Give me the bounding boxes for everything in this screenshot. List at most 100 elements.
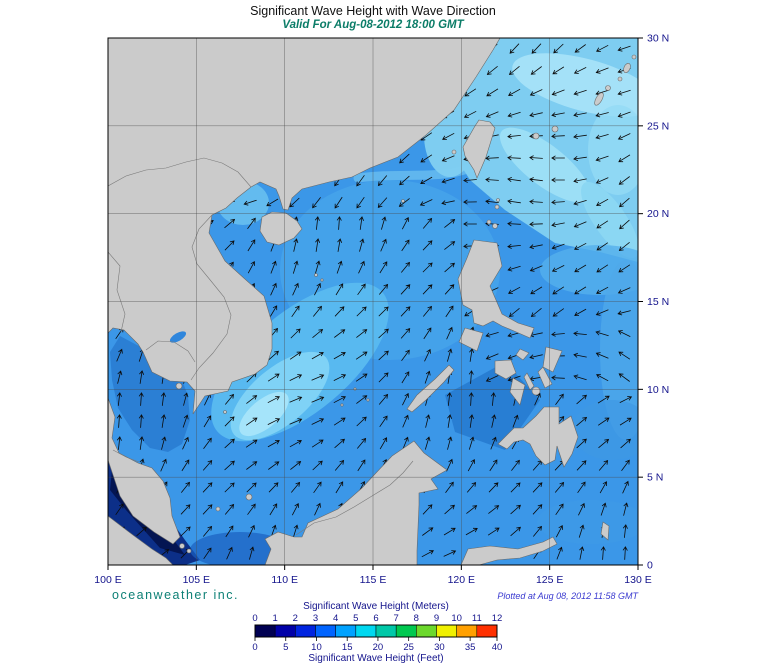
- oceanweather-branding: oceanweather inc.: [112, 588, 239, 602]
- lat-tick-label: 0: [647, 560, 653, 572]
- lon-tick-label: 115 E: [360, 574, 387, 586]
- legend-meters-tick-label: 9: [434, 613, 439, 624]
- border-line: [295, 460, 414, 536]
- legend-color-segment: [335, 624, 357, 638]
- land-pratas-reef: [401, 199, 405, 203]
- lon-tick-label: 100 E: [94, 574, 121, 586]
- legend-meters-label: Significant Wave Height (Meters): [303, 601, 449, 612]
- border-line: [190, 214, 232, 381]
- land-riau-island: [179, 543, 185, 549]
- legend-feet-tick-label: 0: [252, 642, 257, 653]
- land-ryukyu-island: [617, 76, 623, 82]
- border-line: [108, 251, 126, 333]
- lat-tick-label: 15 N: [647, 296, 669, 308]
- lat-tick-label: 25 N: [647, 120, 669, 132]
- lake-tonle-sap: [169, 331, 187, 343]
- land-borneo: [264, 440, 448, 565]
- legend-meters-tick-label: 0: [252, 613, 257, 624]
- land-ryukyu-island: [532, 132, 540, 140]
- border-line: [145, 340, 196, 363]
- legend-color-segment: [274, 624, 296, 638]
- legend-color-segment: [456, 624, 478, 638]
- legend-meters-tick-label: 6: [373, 613, 378, 624]
- grid-layer: [108, 38, 638, 565]
- legend-feet-tick-label: 15: [342, 642, 353, 653]
- legend-color-segment: [436, 624, 457, 638]
- land-babuyan-island: [492, 223, 498, 229]
- legend-colorbar: 0 1 2 3 4 5 6 7 8 9 10 11 120 5 10 15 20 25 30 35 40: [252, 613, 502, 653]
- legend-meters-tick-label: 3: [313, 613, 318, 624]
- lat-tick-label: 10 N: [647, 384, 669, 396]
- ocean-jet-core: [239, 391, 289, 437]
- border-line: [112, 449, 140, 463]
- ocean-streak: [588, 105, 638, 195]
- legend-color-segment: [295, 624, 316, 638]
- chart-title: Significant Wave Height with Wave Direct…: [250, 4, 496, 18]
- ocean-east-patch: [572, 400, 638, 460]
- land-spratly-islet: [366, 398, 370, 402]
- plotted-timestamp: Plotted at Aug 08, 2012 11:58 GMT: [497, 591, 639, 601]
- land-halmahera: [600, 521, 610, 541]
- legend-meters-tick-label: 8: [414, 613, 419, 624]
- legend-color-segment: [355, 624, 377, 638]
- land-amami-island: [623, 62, 631, 74]
- land-con-son-island: [223, 410, 227, 414]
- legend-meters-tick-label: 10: [451, 613, 462, 624]
- ocean-east-strip: [600, 260, 638, 440]
- land-anambas-island: [215, 506, 221, 512]
- legend-feet-tick-label: 30: [434, 642, 445, 653]
- legend-meters-tick-label: 1: [273, 613, 278, 624]
- land-layer: [108, 38, 637, 565]
- legend-color-segment: [476, 624, 498, 638]
- land-masbate: [515, 348, 530, 361]
- legend-colorbar-border: [254, 624, 498, 638]
- legend-feet-tick-label: 25: [403, 642, 414, 653]
- land-natuna-island: [245, 493, 253, 501]
- ocean-celebes-patch: [537, 500, 638, 544]
- ocean-singapore-strait: [190, 532, 290, 565]
- legend-meters-tick-label: 2: [293, 613, 298, 624]
- legend-feet-label: Significant Wave Height (Feet): [308, 653, 443, 664]
- land-sulawesi-arm: [460, 536, 558, 565]
- land-ryukyu-island: [605, 85, 611, 91]
- lat-tick-label: 20 N: [647, 208, 669, 220]
- ocean-streak: [499, 127, 591, 203]
- lat-tick-label: 5 N: [647, 472, 663, 484]
- lon-tick-label: 120 E: [448, 574, 475, 586]
- legend-meters-tick-label: 11: [472, 613, 482, 624]
- legend-color-segment: [254, 624, 276, 638]
- land-paracel-islet: [320, 278, 324, 282]
- legend-meters-tick-label: 7: [394, 613, 399, 624]
- border-line: [108, 157, 252, 188]
- ocean-streak: [512, 53, 638, 117]
- land-samar: [542, 346, 563, 373]
- land-cebu: [523, 372, 535, 391]
- land-mindanao: [497, 406, 579, 468]
- lon-tick-label: 125 E: [536, 574, 563, 586]
- land-phu-quoc-island: [175, 382, 183, 390]
- land-palawan: [406, 364, 455, 413]
- ocean-streak: [581, 182, 638, 258]
- legend-feet-tick-label: 40: [492, 642, 503, 653]
- country-borders-layer: [108, 157, 414, 536]
- legend-color-segment: [315, 624, 336, 638]
- land-paracel-islet: [314, 273, 318, 277]
- land-negros: [509, 377, 526, 406]
- lat-tick-label: 30 N: [647, 33, 669, 45]
- land-hainan: [259, 211, 303, 246]
- land-batanes-island: [496, 198, 500, 202]
- land-luzon: [457, 239, 535, 339]
- lon-tick-label: 130 E: [624, 574, 651, 586]
- land-leyte: [537, 366, 553, 389]
- land-mainland-asia: [108, 38, 501, 415]
- axis-labels-layer: 100 E 105 E 110 E 115 E 120 E 125 E 130 E 0 5 N 1…: [94, 33, 669, 587]
- land-mindoro: [458, 327, 484, 352]
- land-ryukyu-island: [631, 54, 637, 60]
- land-bohol: [531, 386, 541, 396]
- land-spratly-islet: [340, 403, 344, 407]
- legend-meters-tick-label: 12: [492, 613, 503, 624]
- legend-color-segment: [395, 624, 417, 638]
- ocean-gulf-thailand: [110, 336, 190, 452]
- chart-subtitle: Valid For Aug-08-2012 18:00 GMT: [282, 19, 464, 31]
